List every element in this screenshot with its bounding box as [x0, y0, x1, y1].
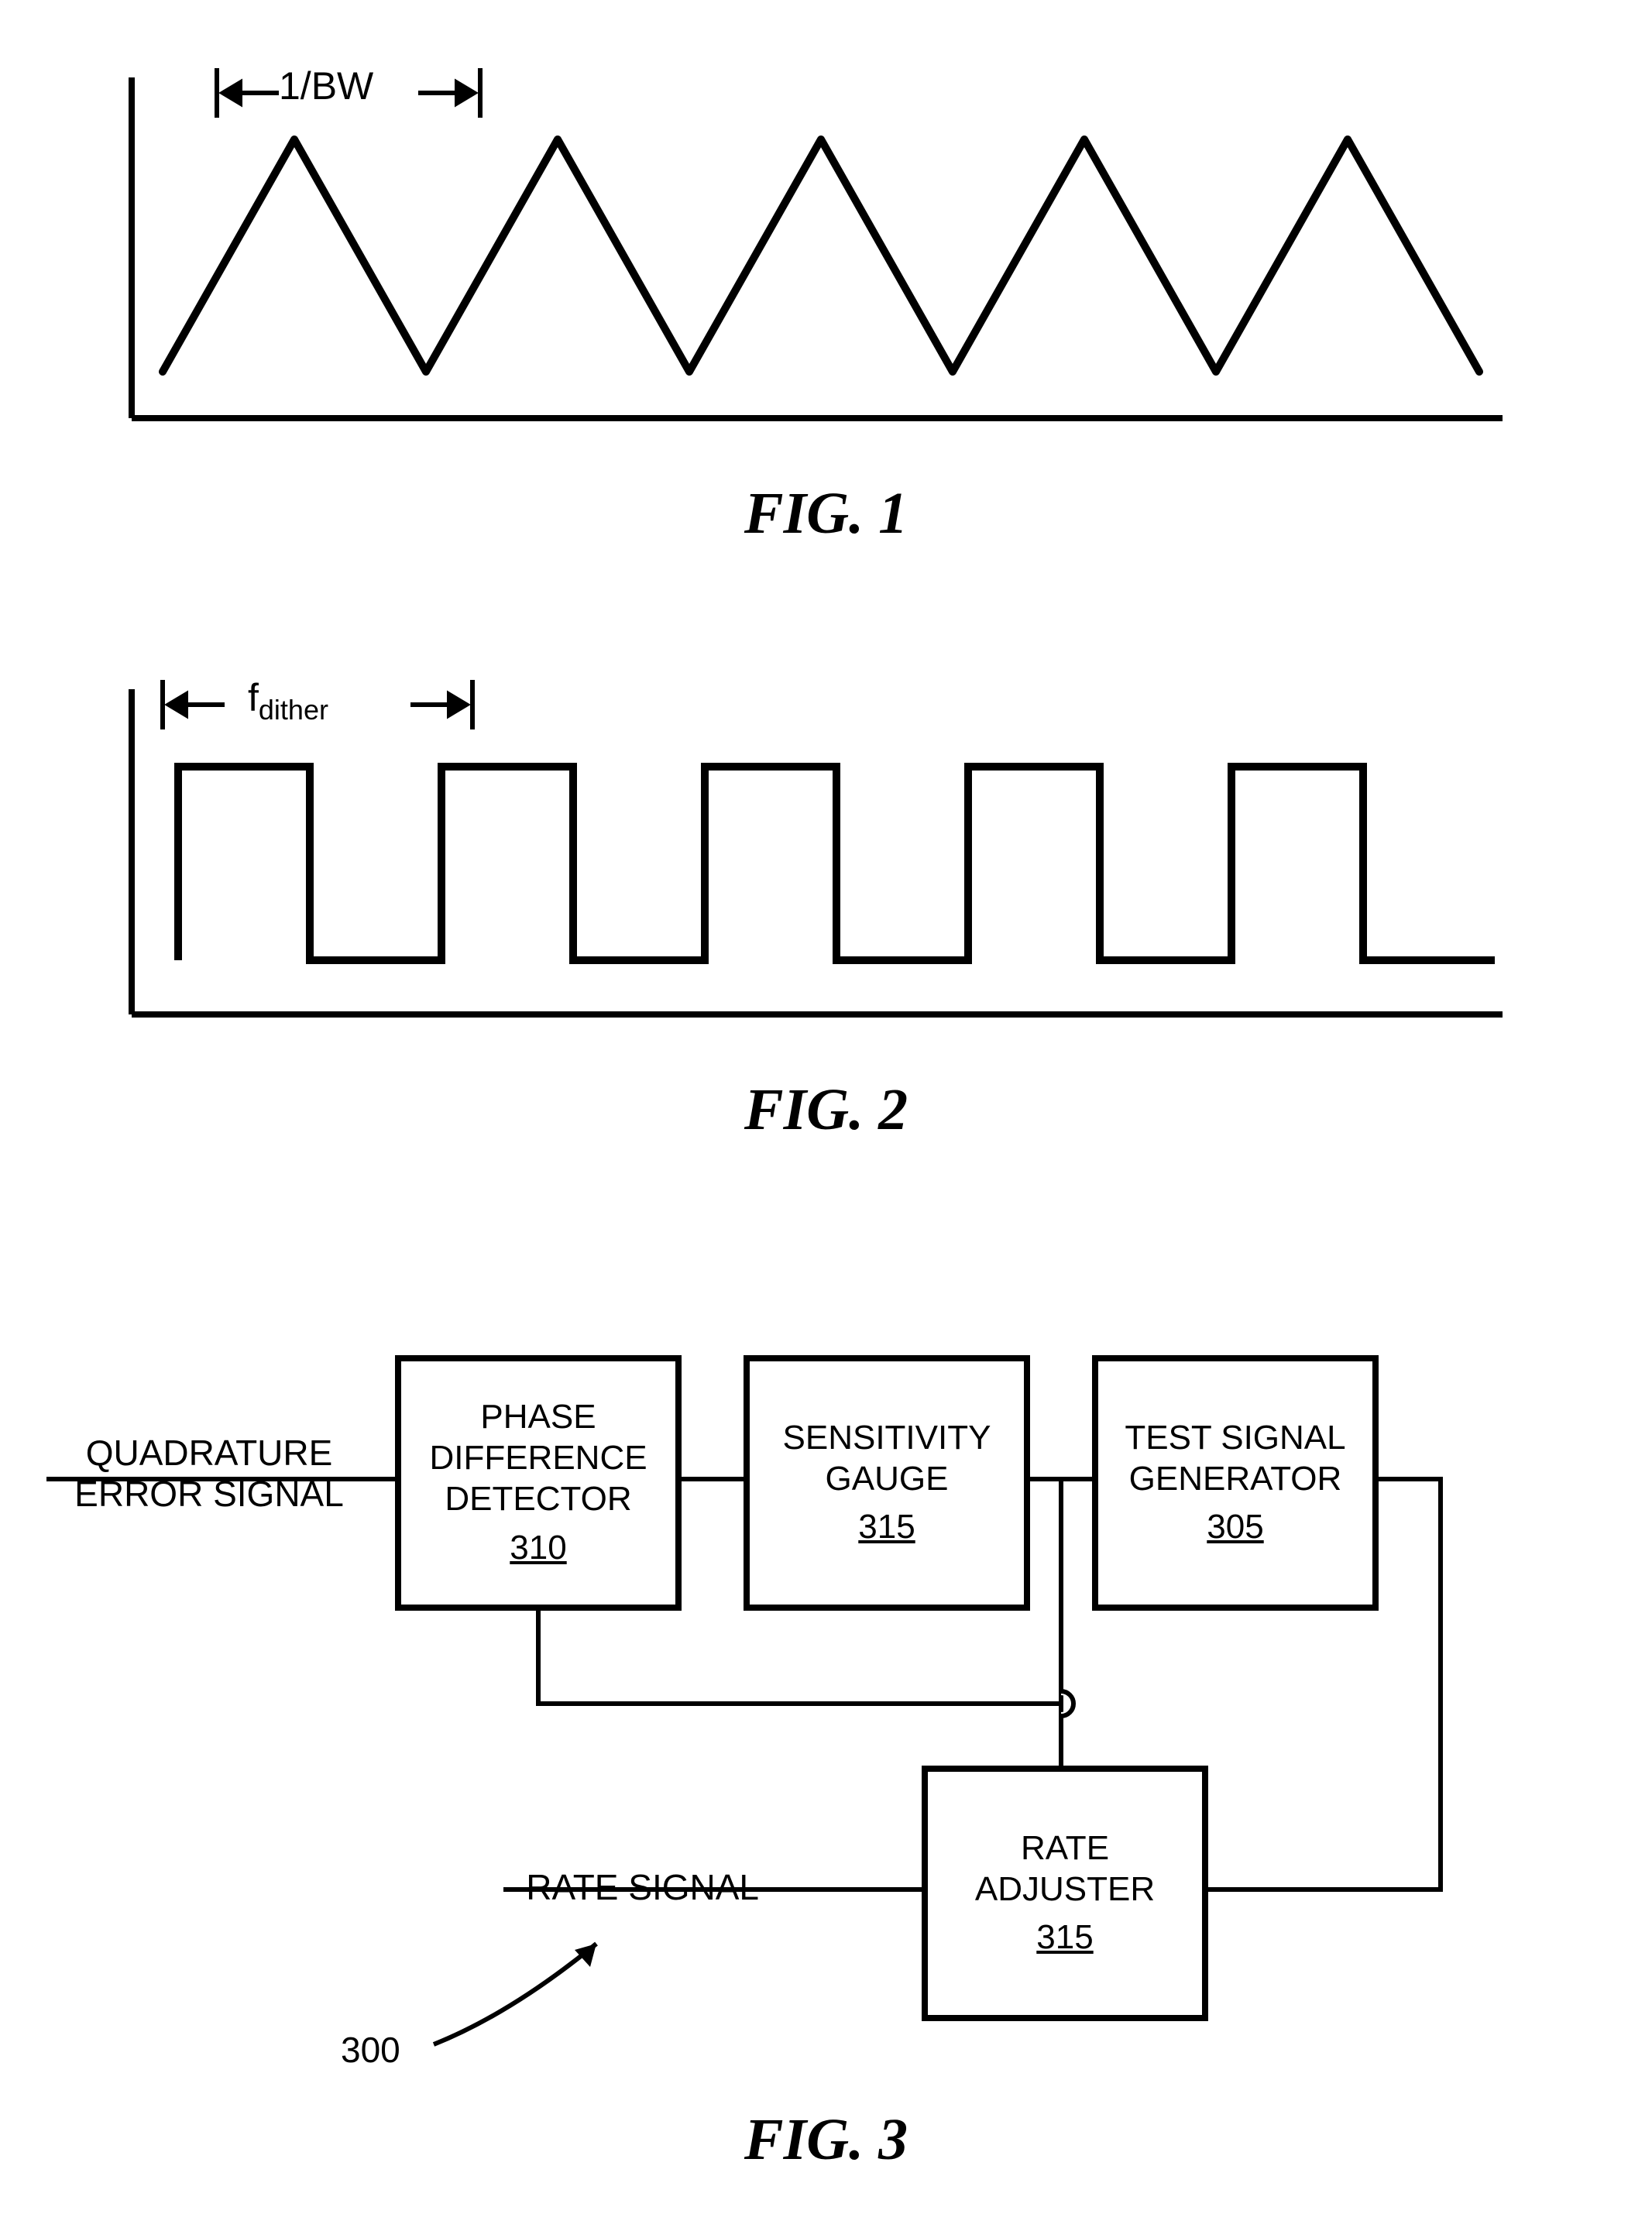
block-title: GAUGE: [826, 1459, 949, 1500]
sensitivity-gauge-block: SENSITIVITY GAUGE 315: [744, 1355, 1030, 1611]
fig1-label: FIG. 1: [0, 480, 1652, 547]
figure-2: fdither FIG. 2: [0, 643, 1652, 1061]
block-title: GENERATOR: [1129, 1459, 1342, 1500]
fig1-dim-label: 1/BW: [279, 63, 373, 108]
block-ref-num: 305: [1207, 1507, 1263, 1548]
block-title: DETECTOR: [445, 1479, 631, 1520]
phase-difference-detector-block: PHASE DIFFERENCE DETECTOR 310: [395, 1355, 682, 1611]
fig2-label: FIG. 2: [0, 1076, 1652, 1144]
figure-3: PHASE DIFFERENCE DETECTOR 310 SENSITIVIT…: [0, 1270, 1652, 2199]
quadrature-error-signal-label: QUADRATURE ERROR SIGNAL: [39, 1433, 380, 1515]
block-title: DIFFERENCE: [429, 1438, 647, 1479]
test-signal-generator-block: TEST SIGNAL GENERATOR 305: [1092, 1355, 1379, 1611]
rate-signal-label: RATE SIGNAL: [496, 1866, 759, 1908]
block-title: SENSITIVITY: [783, 1418, 991, 1459]
block-title: ADJUSTER: [975, 1869, 1155, 1910]
fig3-label: FIG. 3: [0, 2106, 1652, 2174]
block-ref-num: 310: [510, 1528, 566, 1569]
fig1-chart: [0, 31, 1652, 465]
block-title: RATE: [1021, 1828, 1109, 1869]
rate-adjuster-block: RATE ADJUSTER 315: [922, 1766, 1208, 2021]
block-ref-num: 315: [1036, 1917, 1093, 1958]
fig2-dim-label: fdither: [248, 675, 328, 726]
block-title: TEST SIGNAL: [1125, 1418, 1345, 1459]
figure-1: 1/BW FIG. 1: [0, 31, 1652, 465]
block-ref-num: 315: [858, 1507, 915, 1548]
fig3-ref-num: 300: [341, 2029, 400, 2071]
block-title: PHASE: [480, 1397, 596, 1438]
